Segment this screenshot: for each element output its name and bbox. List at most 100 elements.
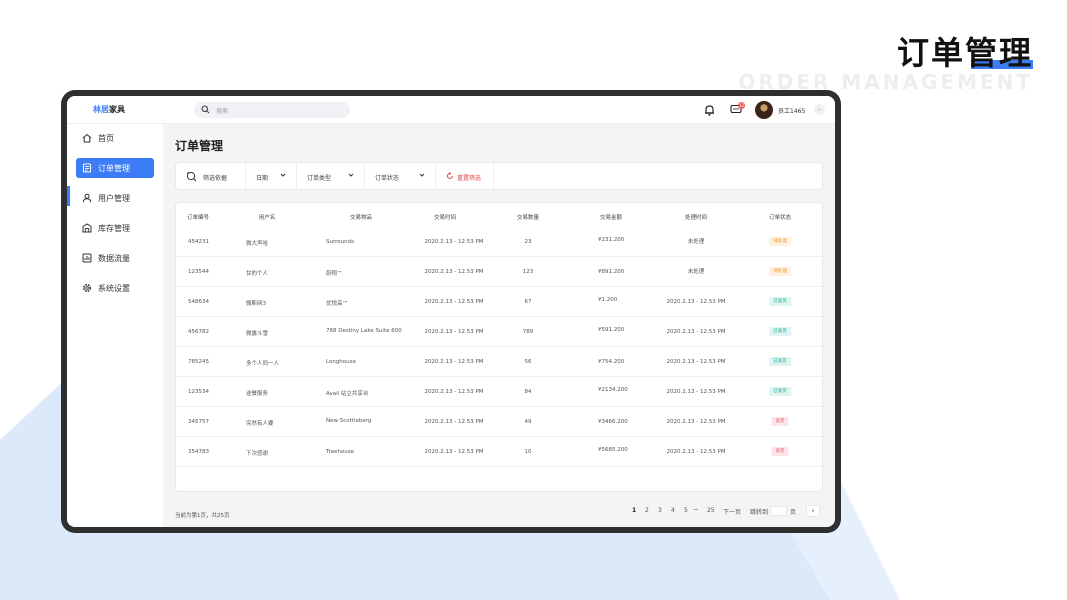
search-placeholder: 搜索 <box>216 108 229 115</box>
sidebar-item-users[interactable]: 用户管理 <box>76 188 154 208</box>
bell-icon[interactable] <box>704 104 715 116</box>
item-cell: New Scottieberg <box>326 418 372 424</box>
status-badge: 已发货 <box>769 327 791 336</box>
chevron-down-icon <box>348 173 354 177</box>
trade-time: 2020.2.13 - 12.53 PM <box>424 329 484 335</box>
chevron-down-icon <box>280 173 286 177</box>
refresh-icon <box>447 172 453 179</box>
table-row[interactable]: 345757 突然有人要 New Scottieberg 2020.2.13 -… <box>176 407 824 437</box>
search-icon <box>201 105 210 114</box>
table-row[interactable]: 454231 微大声哈 Surrounds 2020.2.13 - 12.53 … <box>176 227 824 257</box>
user-name[interactable]: 员工1465 <box>778 108 806 115</box>
chevron-down-icon[interactable]: ⌄ <box>814 104 825 115</box>
order-id: 548634 <box>188 299 209 305</box>
next-page-button[interactable]: › <box>806 505 820 517</box>
filter-date-dropdown[interactable]: 日期 <box>246 163 297 189</box>
amount: ¥754.200 <box>598 359 625 365</box>
amount: ¥3466.200 <box>598 419 628 425</box>
filter-icon <box>186 171 197 182</box>
table-row[interactable]: 123544 甘的个人 蔚翔™ 2020.2.13 - 12.53 PM 123… <box>176 257 824 287</box>
page-link-4[interactable]: 4 <box>671 507 675 514</box>
chevron-down-icon <box>419 173 425 177</box>
amount: ¥2134.200 <box>598 387 628 393</box>
brand-name-part1: 林居 <box>93 105 109 114</box>
trade-time: 2020.2.13 - 12.53 PM <box>424 449 484 455</box>
table-row[interactable]: 456782 微露斗雪 768 Destiny Lake Suite 600 2… <box>176 317 824 347</box>
user-name-cell: 下次感谢 <box>246 451 269 457</box>
status-badge: 已发货 <box>769 387 791 396</box>
user-name-cell: 甘的个人 <box>246 271 269 277</box>
page-link-3[interactable]: 3 <box>658 507 662 514</box>
page-info: 当前为第1页，共25页 <box>175 513 230 519</box>
slide-title: 订单管理 <box>896 34 1033 72</box>
status-badge: 退货 <box>771 417 789 426</box>
quantity: 49 <box>524 419 532 425</box>
process-time: 2020.2.13 - 12.53 PM <box>666 449 726 455</box>
column-header: 交易时间 <box>433 215 457 221</box>
order-id: 785245 <box>188 359 209 365</box>
home-icon <box>82 133 92 143</box>
process-time: 2020.2.13 - 12.53 PM <box>666 359 726 365</box>
user-icon <box>82 193 92 203</box>
status-badge: 退货 <box>771 447 789 456</box>
column-header: 交易数量 <box>516 215 540 221</box>
amount: ¥591.200 <box>598 327 625 333</box>
user-name-cell: 送餐服务 <box>246 391 269 397</box>
reset-filter-button[interactable]: 重置筛选 <box>436 163 494 189</box>
item-cell: 优悦高™ <box>326 301 349 307</box>
message-count-badge: 12 <box>738 102 745 109</box>
brand-name-part2: 家具 <box>109 105 125 114</box>
sidebar-item-label: 首页 <box>98 134 114 143</box>
sidebar-item-inventory[interactable]: 库存管理 <box>76 218 154 238</box>
device-frame: 林居家具 搜索 12 员工1465 ⌄ 首页 订单管理 <box>61 90 841 533</box>
page-link-2[interactable]: 2 <box>645 507 649 514</box>
table-row[interactable]: 785245 多个人同一人 Longhouse 2020.2.13 - 12.5… <box>176 347 824 377</box>
message-icon[interactable] <box>730 104 742 115</box>
process-time: 2020.2.13 - 12.53 PM <box>666 329 726 335</box>
table-row[interactable]: 354783 下次感谢 Treehouse 2020.2.13 - 12.53 … <box>176 437 824 467</box>
filter-type-dropdown[interactable]: 订单类型 <box>297 163 365 189</box>
jump-page-input[interactable] <box>770 506 787 516</box>
active-indicator <box>67 186 70 206</box>
sidebar-item-orders[interactable]: 订单管理 <box>76 158 154 178</box>
brand-logo[interactable]: 林居家具 <box>93 104 125 115</box>
filter-basis-label: 筛选依据 <box>203 175 228 182</box>
inventory-icon <box>82 223 92 233</box>
settings-icon <box>82 283 92 293</box>
reset-filter-label: 重置筛选 <box>457 175 482 182</box>
status-badge: 已发货 <box>769 357 791 366</box>
page-title: 订单管理 <box>175 139 224 153</box>
search-input[interactable]: 搜索 <box>194 102 350 118</box>
sidebar-item-settings[interactable]: 系统设置 <box>76 278 154 298</box>
order-icon <box>83 163 91 173</box>
column-header: 交易金额 <box>599 215 623 221</box>
column-header: 订单编号 <box>186 215 210 221</box>
page-link-25[interactable]: 25 <box>707 507 715 514</box>
sidebar: 首页 订单管理 用户管理 库存管理 数据流量 系统设置 <box>67 124 163 527</box>
quantity: 789 <box>522 329 534 335</box>
item-cell: Longhouse <box>326 359 356 365</box>
order-id: 345757 <box>188 419 209 425</box>
page-unit-label: 页 <box>790 509 797 516</box>
next-page-link[interactable]: 下一页 <box>723 509 742 516</box>
process-time: 未处理 <box>687 269 705 275</box>
page-link-5[interactable]: 5 <box>684 507 688 514</box>
filter-basis[interactable]: 筛选依据 <box>176 163 246 189</box>
filter-status-dropdown[interactable]: 订单状态 <box>365 163 436 189</box>
avatar[interactable] <box>755 101 773 119</box>
filter-status-label: 订单状态 <box>375 175 400 182</box>
trade-time: 2020.2.13 - 12.53 PM <box>424 359 484 365</box>
order-id: 456782 <box>188 329 209 335</box>
sidebar-item-data[interactable]: 数据流量 <box>76 248 154 268</box>
sidebar-item-home[interactable]: 首页 <box>76 128 154 148</box>
process-time: 未处理 <box>687 239 705 245</box>
process-time: 2020.2.13 - 12.53 PM <box>666 419 726 425</box>
user-name-cell: 微露斗雪 <box>246 331 269 337</box>
table-row[interactable]: 123534 送餐服务 Avail 站立共享台 2020.2.13 - 12.5… <box>176 377 824 407</box>
trade-time: 2020.2.13 - 12.53 PM <box>424 299 484 305</box>
column-header: 处理时间 <box>684 215 708 221</box>
quantity: 123 <box>522 269 534 275</box>
page-link-1[interactable]: 1 <box>632 507 637 514</box>
table-row[interactable]: 548634 微斯网3 优悦高™ 2020.2.13 - 12.53 PM 67… <box>176 287 824 317</box>
process-time: 2020.2.13 - 12.53 PM <box>666 389 726 395</box>
